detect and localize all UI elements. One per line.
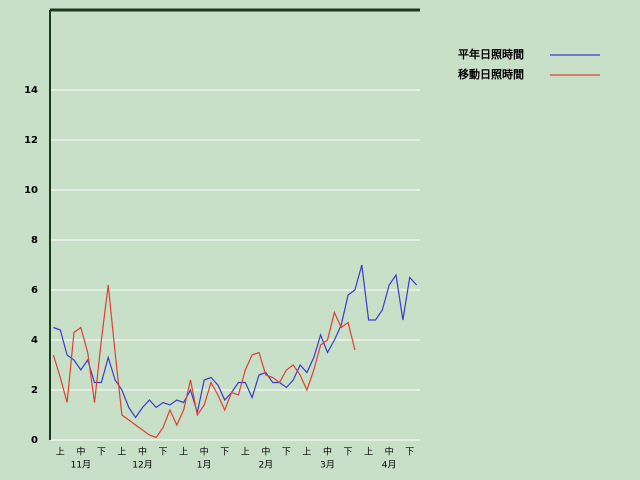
- x-tick-label: 上: [241, 447, 250, 458]
- x-tick-label: 中: [200, 446, 209, 458]
- x-tick-label: 中: [138, 446, 147, 458]
- month-label: 12月: [132, 460, 152, 471]
- x-tick-label: 上: [302, 447, 311, 458]
- x-tick-label: 上: [117, 447, 126, 458]
- x-tick-label: 下: [344, 448, 353, 458]
- x-tick-label: 下: [159, 448, 168, 458]
- y-tick-label: 0: [31, 435, 38, 446]
- x-tick-label: 中: [323, 446, 332, 458]
- y-tick-label: 6: [31, 285, 38, 296]
- x-tick-label: 下: [405, 448, 414, 458]
- x-tick-label: 中: [261, 446, 270, 458]
- x-tick-label: 下: [220, 448, 229, 458]
- y-tick-label: 12: [24, 135, 38, 146]
- month-label: 11月: [71, 460, 91, 471]
- month-label: 1月: [197, 460, 212, 471]
- month-label: 3月: [320, 460, 335, 471]
- series-line: [53, 264, 418, 419]
- x-tick-label: 上: [56, 447, 65, 458]
- x-tick-label: 上: [364, 447, 373, 458]
- y-tick-label: 10: [24, 185, 38, 196]
- month-label: 4月: [382, 460, 397, 471]
- y-tick-label: 2: [31, 385, 38, 396]
- legend-label: 平年日照時間: [458, 47, 524, 61]
- x-tick-label: 上: [179, 447, 188, 458]
- x-tick-label: 中: [76, 446, 85, 458]
- x-tick-label: 中: [385, 446, 394, 458]
- series-line: [52, 284, 356, 439]
- x-tick-label: 下: [97, 448, 106, 458]
- x-tick-label: 下: [282, 448, 291, 458]
- legend-label: 移動日照時間: [458, 67, 524, 81]
- y-tick-label: 4: [31, 335, 38, 346]
- y-tick-label: 14: [24, 85, 38, 96]
- y-tick-label: 8: [31, 235, 38, 246]
- month-label: 2月: [258, 460, 273, 471]
